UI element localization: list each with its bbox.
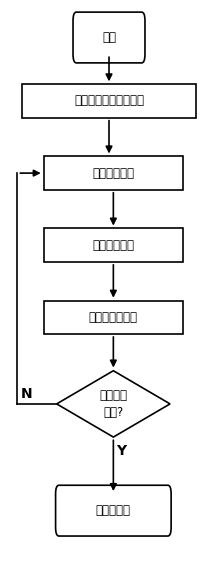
Bar	[44, 228, 183, 262]
Text: 初始化种群及概率模型: 初始化种群及概率模型	[74, 95, 144, 107]
Bar	[44, 156, 183, 190]
Text: 开始: 开始	[102, 31, 116, 44]
FancyBboxPatch shape	[56, 485, 171, 536]
FancyBboxPatch shape	[73, 12, 145, 63]
Text: 输出最优解: 输出最优解	[96, 504, 131, 517]
Bar	[22, 84, 196, 118]
Text: 更新概率模型: 更新概率模型	[92, 239, 134, 252]
Text: 选择精英群体: 选择精英群体	[92, 167, 134, 179]
Bar	[44, 301, 183, 334]
Polygon shape	[57, 371, 170, 437]
Text: N: N	[20, 387, 32, 400]
Text: 采样生成新种群: 采样生成新种群	[89, 311, 138, 324]
Text: Y: Y	[116, 444, 126, 458]
Text: 满足终止
准则?: 满足终止 准则?	[99, 389, 127, 419]
